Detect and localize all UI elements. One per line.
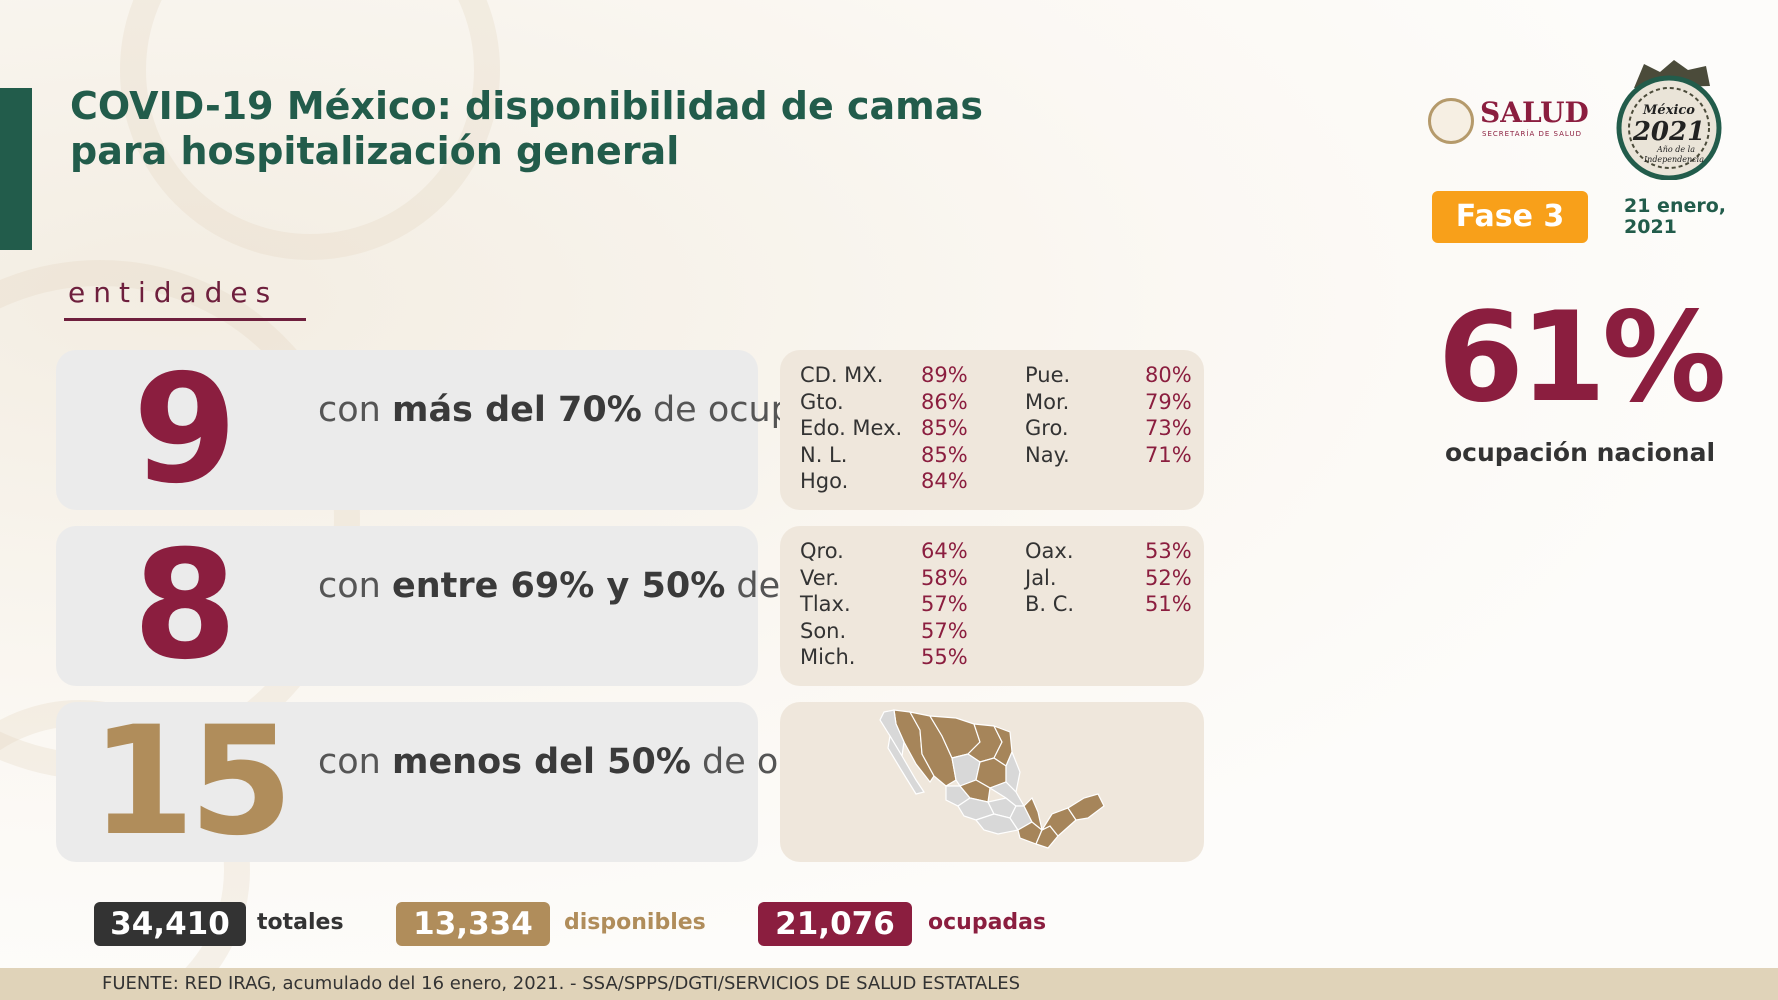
tier-text: con [318, 390, 392, 430]
map-region [1005, 750, 1021, 794]
national-occupancy-value: 61% [1437, 286, 1727, 430]
state-name: Qro. [800, 539, 844, 563]
state-names-col: Pue. Mor. Gro. Nay. [1025, 362, 1125, 468]
tier-states-card: Qro. Ver. Tlax. Son. Mich. 64% 58% 57% 57% 55% O… [780, 526, 1204, 686]
accent-bar [0, 88, 32, 250]
emblem-text: México [1642, 103, 1695, 118]
mexico-map [879, 709, 1105, 849]
tier-count: 8 [132, 519, 238, 693]
occupied-value: 21,076 [758, 902, 912, 946]
state-pct: 52% [1145, 565, 1192, 590]
tier-band [56, 702, 758, 862]
occupied-label: ocupadas [928, 910, 1047, 935]
page-title: COVID-19 México: disponibilidad de camas… [70, 84, 984, 173]
state-pct: 79% [1145, 389, 1192, 414]
tier-threshold: menos del 50% [391, 742, 691, 782]
tier-threshold: entre 69% y 50% [391, 566, 726, 606]
state-pct: 86% [921, 389, 968, 414]
mexico-seal-icon [1428, 98, 1474, 144]
state-name: Tlax. [800, 592, 851, 616]
salud-wordmark: SALUD [1480, 96, 1589, 129]
national-occupancy-label: ocupación nacional [1444, 438, 1716, 467]
state-pct: 85% [921, 416, 968, 440]
salud-logo: SALUD SECRETARÍA DE SALUD [1428, 94, 1594, 144]
state-pct: 57% [921, 618, 968, 643]
state-name: B. C. [1025, 592, 1075, 616]
state-pct: 64% [921, 539, 968, 563]
state-pct: 80% [1145, 363, 1192, 387]
state-name: Gto. [800, 389, 844, 414]
state-name: Jal. [1025, 565, 1057, 590]
tier-count: 9 [132, 343, 238, 517]
state-pct: 73% [1145, 416, 1192, 440]
tier-states-card: CD. MX. Gto. Edo. Mex. N. L. Hgo. 89% 86% 85% 8… [780, 350, 1204, 510]
tier-count: 15 [90, 695, 294, 869]
section-underline [64, 318, 306, 321]
state-pcts-col: 80% 79% 73% 71% [1145, 362, 1201, 468]
state-names-col: Qro. Ver. Tlax. Son. Mich. [800, 538, 910, 671]
map-region [1067, 793, 1105, 821]
map-region [1023, 796, 1043, 832]
state-pct: 53% [1145, 539, 1192, 563]
map-card [780, 702, 1204, 862]
phase-badge: Fase 3 [1432, 191, 1588, 243]
mexico-2021-emblem: México 2021 Año de la Independencia [1616, 60, 1722, 180]
map-region [958, 779, 991, 803]
state-pct: 58% [921, 565, 968, 590]
state-name: Mich. [800, 645, 856, 669]
state-pct: 71% [1145, 442, 1192, 467]
tier-band [56, 526, 758, 686]
state-name: Hgo. [800, 469, 849, 493]
emblem-text: Año de la [1656, 145, 1695, 154]
report-date: 21 enero, 2021 [1624, 195, 1726, 238]
tier-band [56, 350, 758, 510]
state-pcts-col: 89% 86% 85% 85% 84% [921, 362, 981, 495]
state-name: N. L. [800, 442, 848, 467]
state-pct: 84% [921, 469, 968, 493]
state-pct: 89% [921, 363, 968, 387]
state-name: Ver. [800, 565, 840, 590]
state-name: Nay. [1025, 442, 1070, 467]
state-names-col: CD. MX. Gto. Edo. Mex. N. L. Hgo. [800, 362, 910, 495]
state-name: Oax. [1025, 539, 1074, 563]
section-label: entidades [68, 276, 279, 309]
state-names-col: Oax. Jal. B. C. [1025, 538, 1125, 618]
totals-value: 34,410 [94, 902, 246, 946]
state-pct: 57% [921, 592, 968, 616]
tier-text: con [318, 566, 392, 606]
map-region [887, 734, 925, 795]
state-pcts-col: 64% 58% 57% 57% 55% [921, 538, 981, 671]
state-name: Gro. [1025, 416, 1069, 440]
state-name: Pue. [1025, 363, 1071, 387]
salud-subtitle: SECRETARÍA DE SALUD [1482, 130, 1582, 138]
state-pct: 85% [921, 442, 968, 467]
totals-label: totales [257, 910, 344, 935]
state-pcts-col: 53% 52% 51% [1145, 538, 1201, 618]
state-name: Son. [800, 618, 847, 643]
state-name: Edo. Mex. [800, 416, 903, 440]
source-footer: FUENTE: RED IRAG, acumulado del 16 enero… [0, 968, 1778, 1000]
emblem-year: 2021 [1632, 117, 1705, 147]
state-name: CD. MX. [800, 363, 884, 387]
tier-text: con [318, 742, 392, 782]
state-pct: 51% [1145, 592, 1192, 616]
tier-threshold: más del 70% [391, 390, 642, 430]
state-pct: 55% [921, 645, 968, 669]
state-name: Mor. [1025, 389, 1070, 414]
available-value: 13,334 [396, 902, 550, 946]
available-label: disponibles [564, 910, 706, 935]
map-region [879, 709, 905, 758]
emblem-text: Independencia [1643, 155, 1704, 164]
